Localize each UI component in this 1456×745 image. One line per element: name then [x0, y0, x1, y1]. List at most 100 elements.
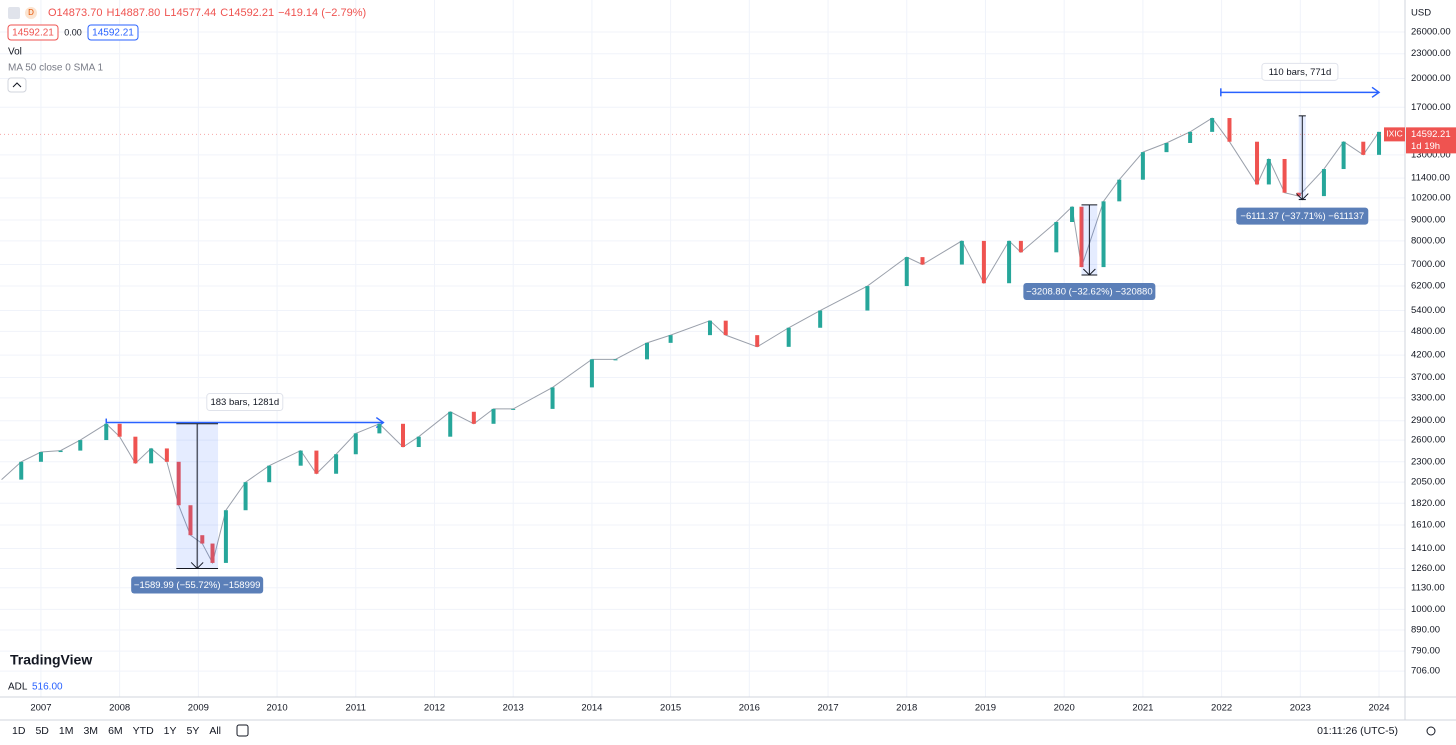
candle: [416, 436, 421, 448]
candle: [865, 286, 870, 311]
y-tick-label: 1000.00: [1411, 604, 1445, 615]
candle: [353, 433, 358, 455]
drop-label-bg: [131, 576, 264, 594]
drop-arrow-head: [190, 562, 204, 570]
candle: [645, 342, 650, 360]
drop-arrow-head: [1083, 268, 1096, 276]
buy-price[interactable]: 14592.21: [92, 28, 134, 39]
candle: [511, 408, 516, 410]
range-button[interactable]: 1M: [59, 725, 74, 737]
range-label: 183 bars, 1281d: [210, 397, 279, 408]
ohlc-change: −419.14 (−2.79%): [278, 7, 366, 19]
candle: [1070, 206, 1075, 222]
candle: [755, 335, 760, 347]
x-tick-label: 2011: [346, 703, 366, 714]
candle: [1255, 141, 1260, 185]
y-tick-label: 9000.00: [1411, 215, 1445, 226]
x-tick-label: 2016: [739, 703, 760, 714]
y-tick-label: 3300.00: [1411, 392, 1445, 403]
x-tick-label: 2023: [1290, 703, 1311, 714]
x-tick-label: 2022: [1211, 703, 1232, 714]
range-label: 110 bars, 771d: [1269, 67, 1332, 78]
ohlc-close: C14592.21: [220, 7, 274, 19]
sell-button[interactable]: [7, 24, 59, 41]
range-button[interactable]: All: [209, 725, 221, 737]
logo: TradingView: [10, 652, 92, 668]
symbol-tag: IXIC: [1386, 129, 1403, 139]
y-tick-label: 2900.00: [1411, 415, 1445, 426]
y-tick-label: 2050.00: [1411, 477, 1445, 488]
candle: [1140, 152, 1145, 180]
candle: [78, 440, 83, 451]
candle: [149, 448, 154, 464]
candle: [267, 465, 272, 483]
ma-legend: MA 50 close 0 SMA 1: [8, 63, 103, 74]
x-tick-label: 2007: [30, 703, 51, 714]
settings-icon[interactable]: [1426, 726, 1436, 736]
range-button[interactable]: 3M: [83, 725, 98, 737]
price-tag-bg: [1406, 127, 1456, 154]
y-tick-label: 13000.00: [1411, 149, 1451, 160]
candle: [786, 327, 791, 347]
x-tick-label: 2013: [503, 703, 524, 714]
candle: [1007, 240, 1012, 284]
candle: [1117, 179, 1122, 202]
candle: [58, 450, 63, 453]
sell-price[interactable]: 14592.21: [12, 28, 54, 39]
candle: [818, 310, 823, 328]
collapse-button[interactable]: [7, 77, 27, 93]
candle: [133, 436, 138, 464]
candle: [1210, 118, 1215, 132]
candle: [1282, 158, 1287, 193]
range-button[interactable]: 5D: [35, 725, 49, 737]
candle: [1164, 142, 1169, 153]
ohlc-legend: O14873.70 H14887.80 L14577.44 C14592.21 −419…: [48, 7, 366, 19]
drop-label: −1589.99 (−55.72%) −158999: [134, 580, 261, 591]
drop-label-bg: [1236, 207, 1369, 225]
y-tick-label: 1610.00: [1411, 520, 1445, 531]
candle: [904, 257, 909, 287]
range-button[interactable]: 6M: [108, 725, 123, 737]
ohlc-open: O14873.70: [48, 7, 102, 19]
price-line: [1, 117, 1380, 565]
y-tick-label: 3700.00: [1411, 372, 1445, 383]
candle: [707, 320, 712, 336]
x-tick-label: 2024: [1368, 703, 1389, 714]
badge-bg: [25, 7, 37, 19]
range-button[interactable]: 1Y: [164, 725, 177, 737]
x-tick-label: 2010: [266, 703, 287, 714]
candle: [1101, 201, 1106, 268]
spread: 0.00: [64, 27, 82, 37]
candle: [981, 240, 986, 284]
y-tick-label: 10200.00: [1411, 192, 1451, 203]
candle: [377, 423, 382, 434]
buy-button[interactable]: [87, 24, 139, 41]
x-tick-label: 2017: [817, 703, 838, 714]
ohlc-high: H14887.80: [106, 7, 160, 19]
range-arrow: [1371, 86, 1381, 98]
candle: [589, 359, 594, 388]
candle: [164, 448, 169, 462]
candle: [1341, 141, 1346, 170]
x-tick-label: 2008: [109, 703, 130, 714]
candle: [448, 411, 453, 437]
candle: [1321, 169, 1326, 197]
candle: [668, 335, 673, 343]
candle: [314, 450, 319, 474]
interval-badge: D: [28, 8, 34, 17]
range-button[interactable]: YTD: [133, 725, 154, 737]
collapse-icon: [12, 82, 22, 88]
candle: [959, 240, 964, 265]
range-button[interactable]: 5Y: [187, 725, 200, 737]
candle: [334, 454, 339, 474]
range-button[interactable]: 1D: [12, 725, 26, 737]
x-tick-label: 2009: [188, 703, 209, 714]
toolbar: 1D 5D 1M 3M 6M YTD 1Y 5Y All: [12, 724, 249, 737]
calendar-icon[interactable]: [236, 724, 249, 737]
x-tick-label: 2021: [1132, 703, 1153, 714]
drop-label-bg: [1023, 282, 1156, 300]
candle: [223, 510, 228, 563]
y-tick-label: 790.00: [1411, 646, 1440, 657]
